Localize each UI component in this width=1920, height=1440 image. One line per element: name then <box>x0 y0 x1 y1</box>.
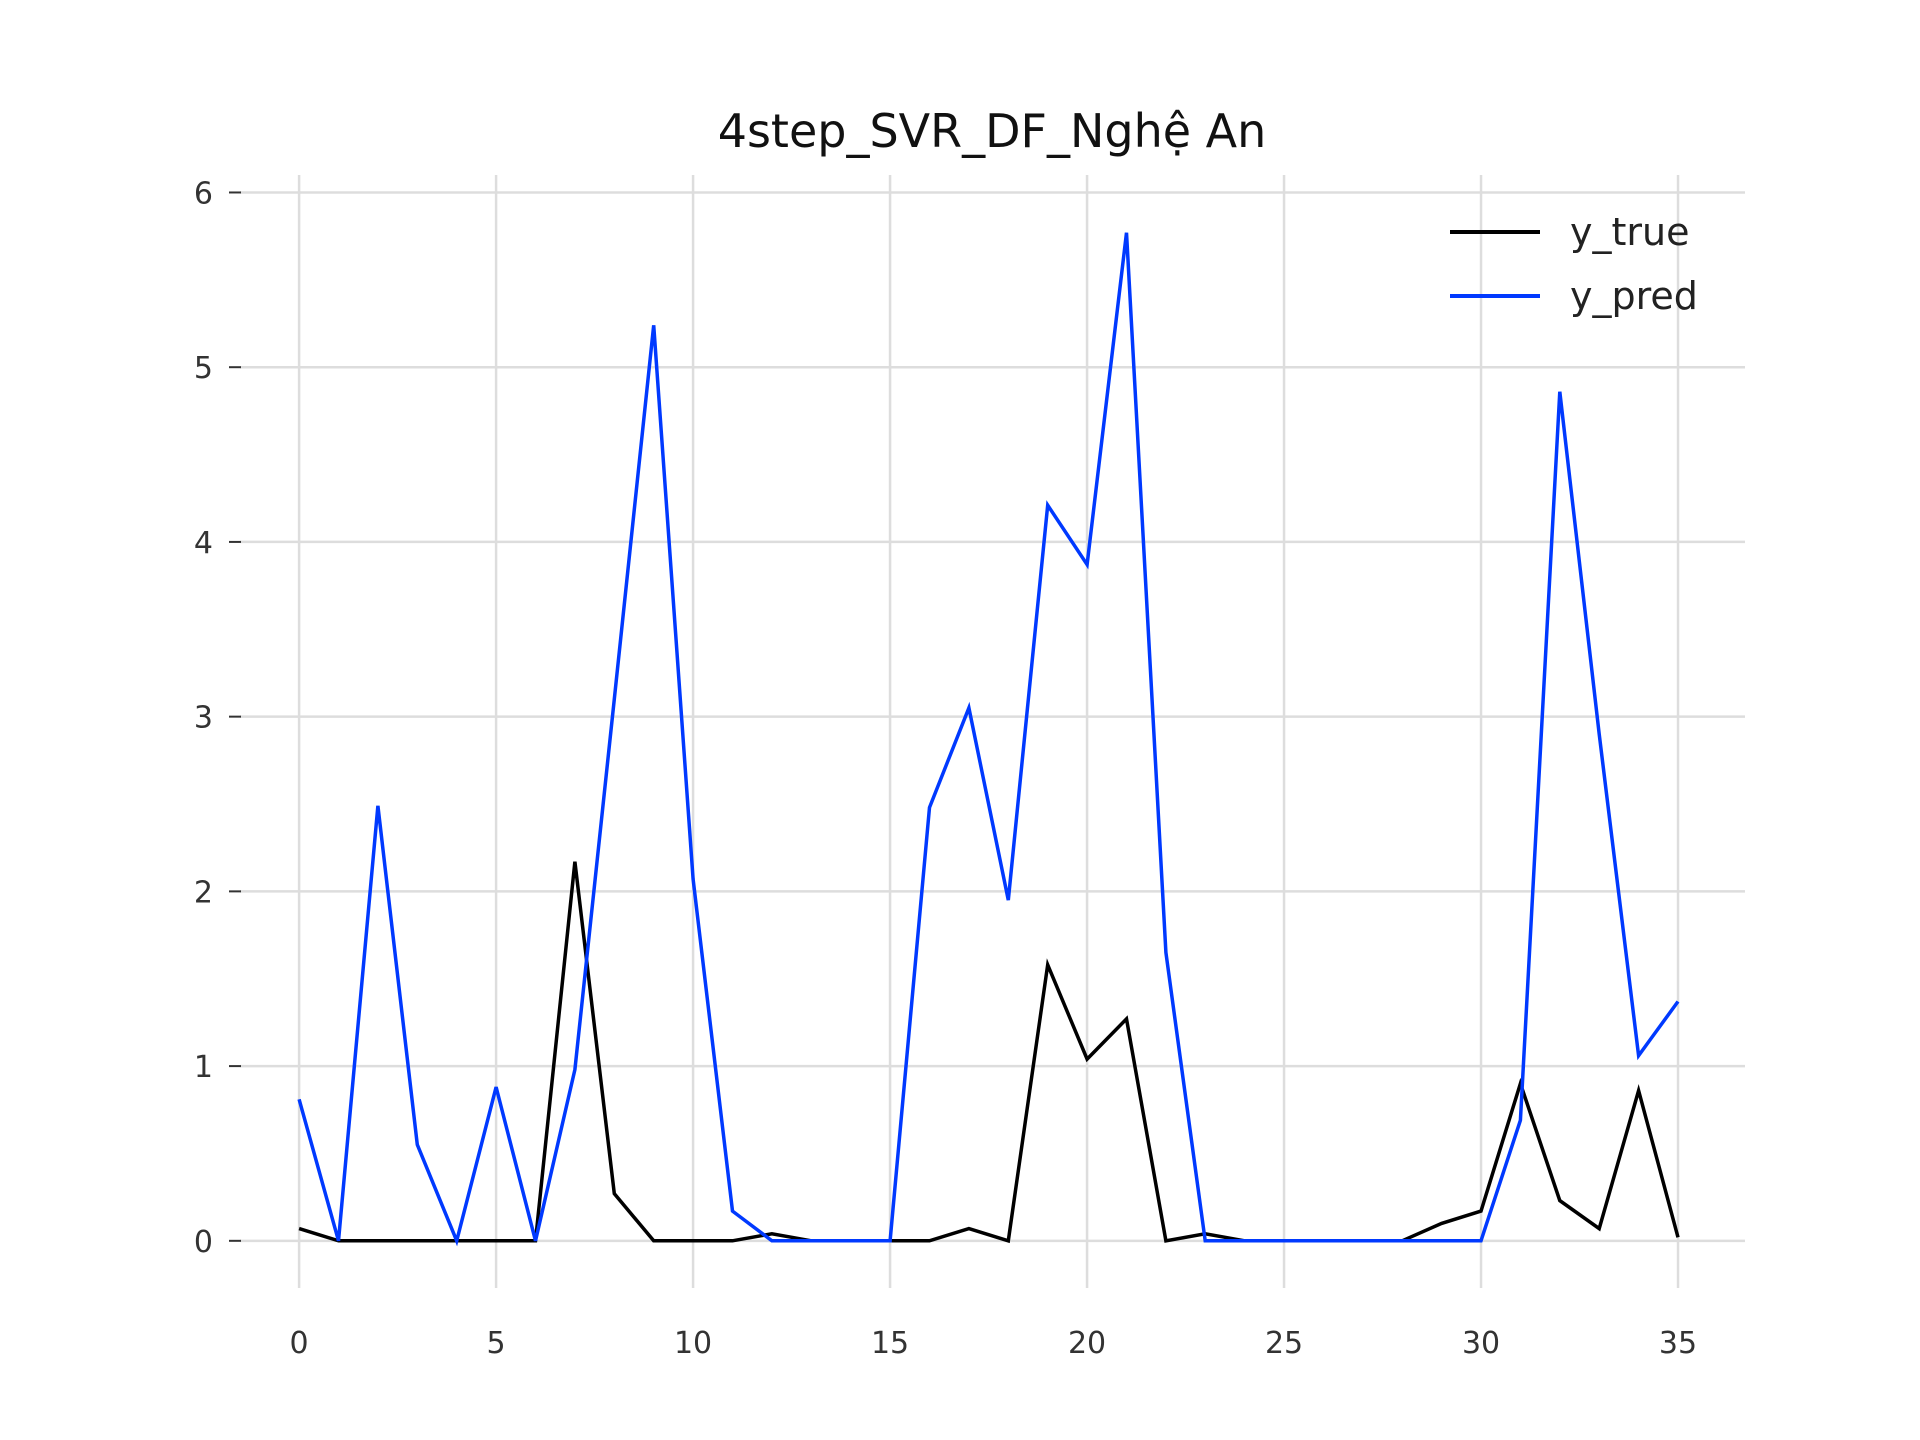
x-tick-label: 15 <box>871 1326 909 1361</box>
y-tick-label: 5 <box>194 351 213 386</box>
legend-label-y-pred: y_pred <box>1570 274 1698 318</box>
y-tick-label: 4 <box>194 526 213 561</box>
series-line-y-true <box>298 861 1680 1244</box>
x-tick-label: 5 <box>487 1326 506 1361</box>
legend-label-y-true: y_true <box>1570 210 1689 254</box>
x-tick-label: 0 <box>290 1326 309 1361</box>
y-tick-label: 2 <box>194 875 213 910</box>
grid <box>240 175 1745 1288</box>
chart-title: 4step_SVR_DF_Nghệ An <box>718 104 1267 158</box>
axes: 0 5 10 15 20 25 30 35 0 1 2 3 4 5 6 <box>194 176 1697 1361</box>
series-lines <box>297 232 1680 1247</box>
x-tick-label: 10 <box>674 1326 712 1361</box>
x-tick-label: 30 <box>1462 1326 1500 1361</box>
y-tick-label: 0 <box>194 1225 213 1260</box>
x-tick-label: 25 <box>1265 1326 1303 1361</box>
x-tick-label: 35 <box>1659 1326 1697 1361</box>
y-tick-label: 6 <box>194 176 213 211</box>
x-tick-label: 20 <box>1068 1326 1106 1361</box>
series-line-y-pred <box>297 232 1680 1247</box>
legend: y_true y_pred <box>1450 210 1698 318</box>
y-tick-label: 3 <box>194 701 213 736</box>
y-tick-label: 1 <box>194 1050 213 1085</box>
